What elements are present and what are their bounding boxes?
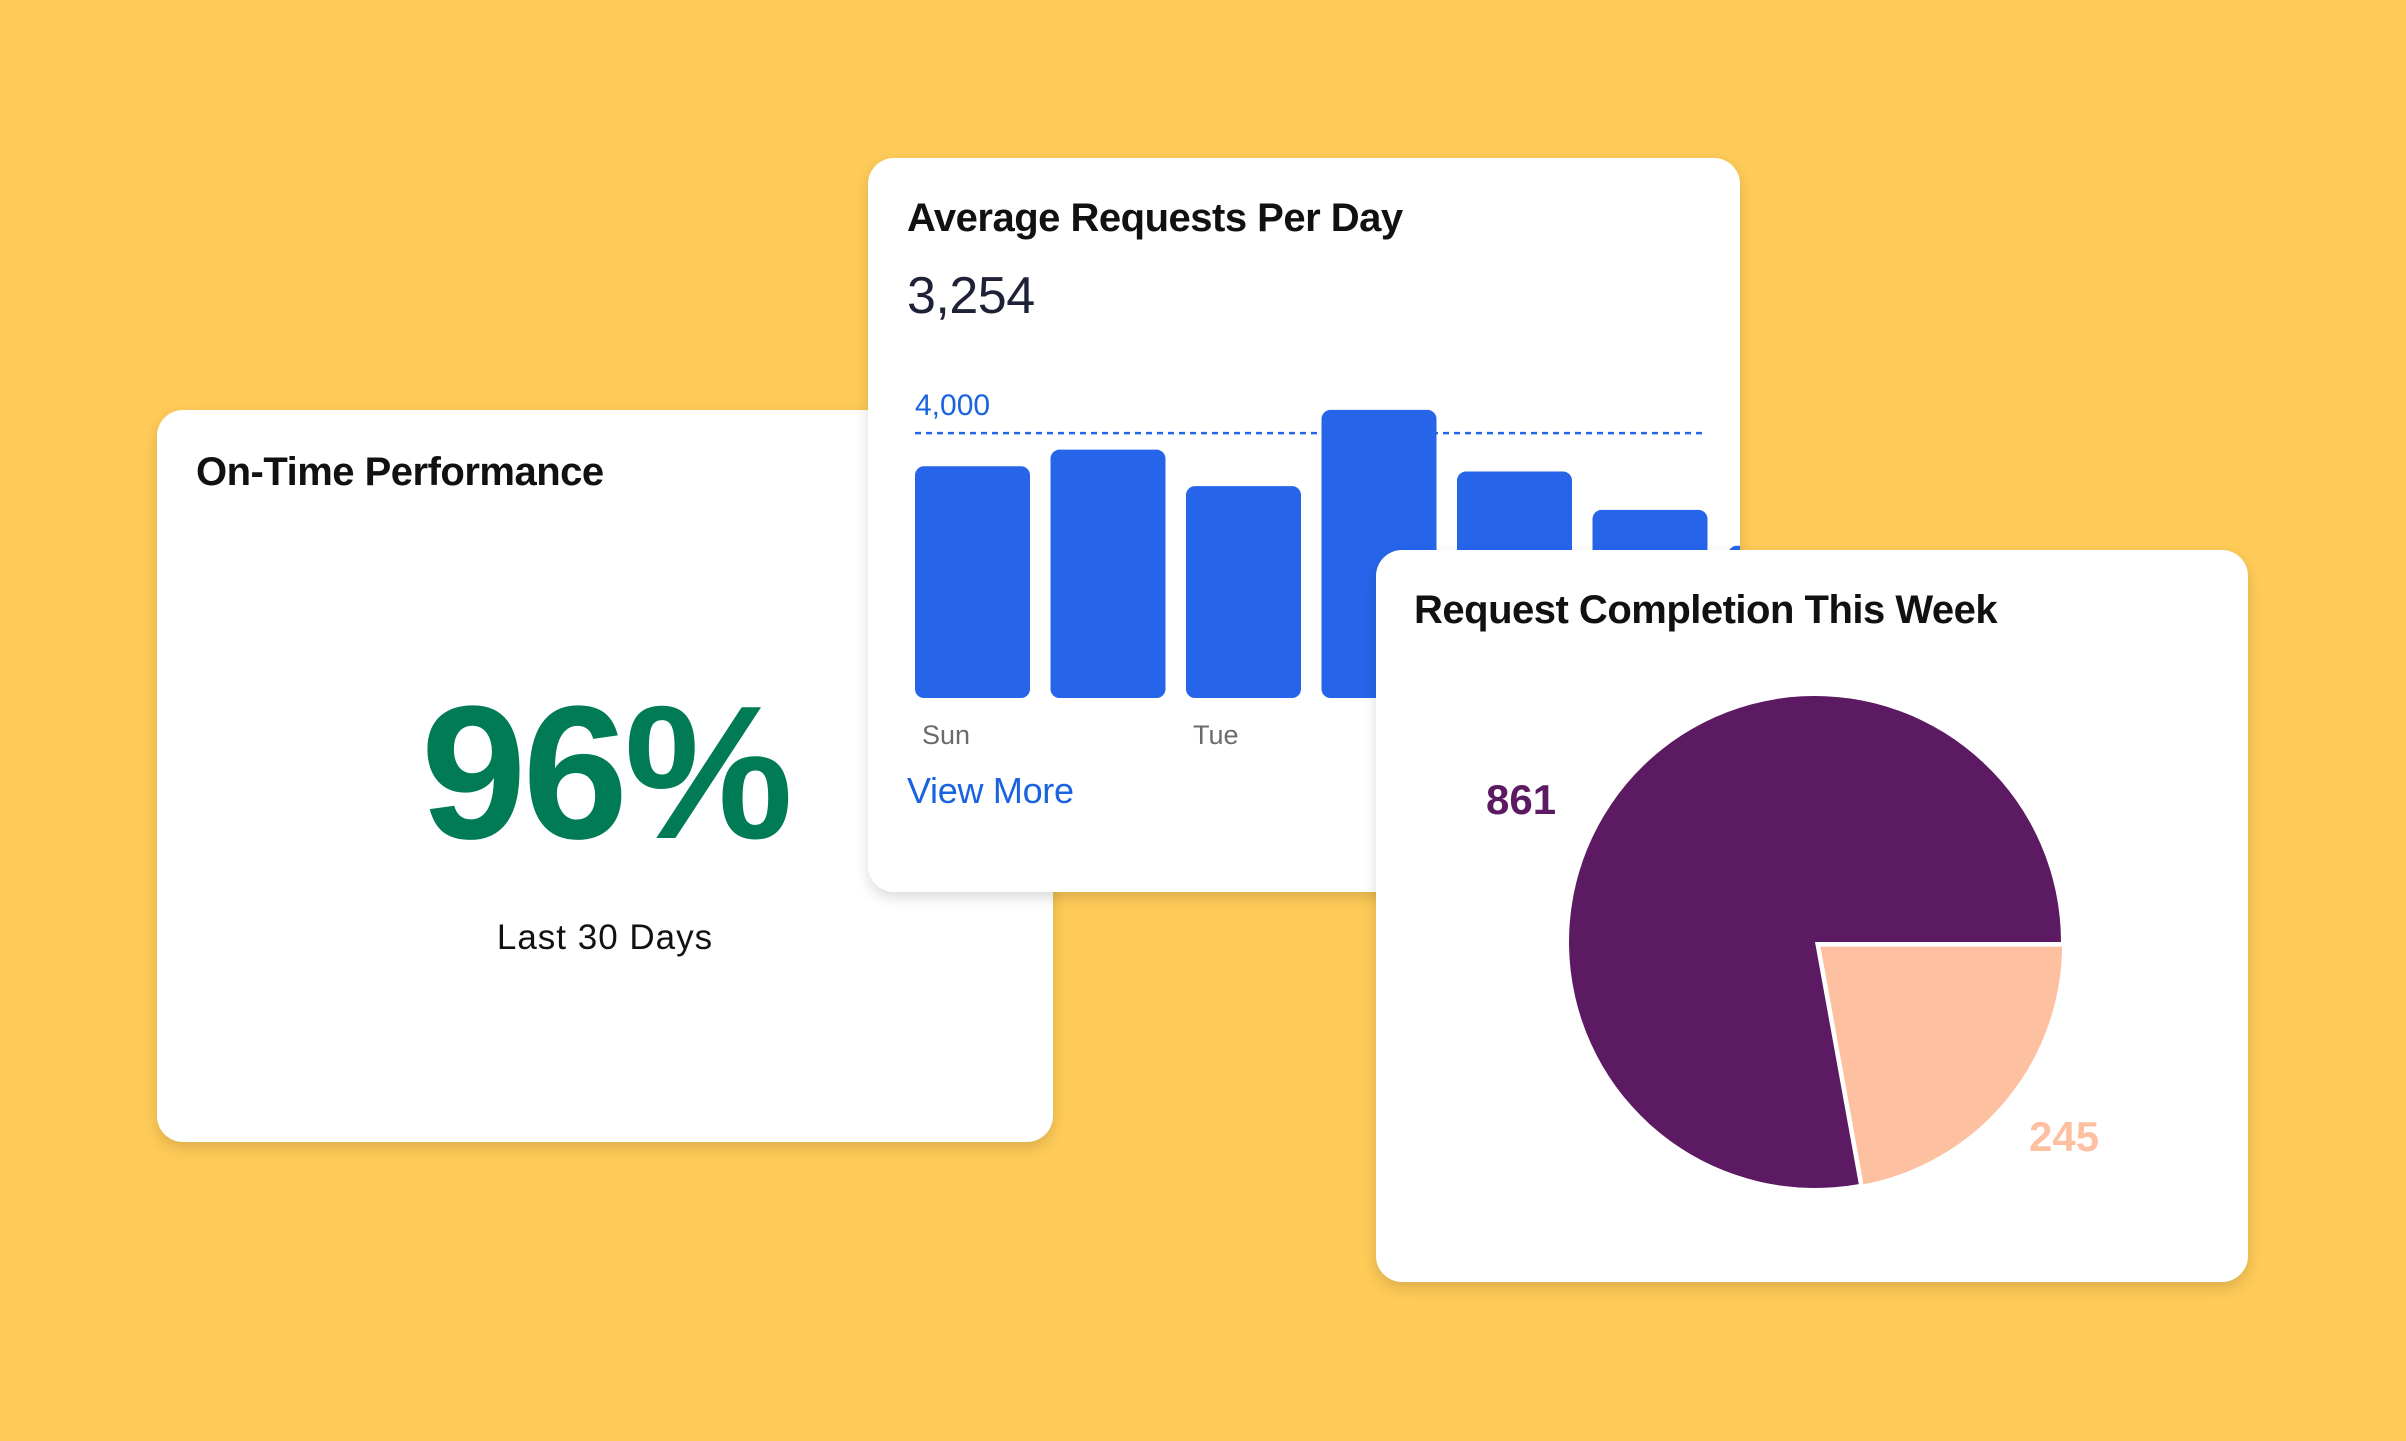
on-time-performance-caption: Last 30 Days <box>496 918 714 957</box>
on-time-performance-title: On-Time Performance <box>196 450 604 494</box>
request-completion-card: Request Completion This Week 861 245 <box>1376 550 2248 1282</box>
request-completion-title: Request Completion This Week <box>1414 588 1998 632</box>
pie-slice-245 <box>1815 942 2067 1189</box>
request-completion-pie-chart: 861 245 <box>1486 695 2099 1189</box>
on-time-performance-value: 96% <box>420 667 793 879</box>
average-requests-value: 3,254 <box>907 267 1035 325</box>
bar-mon <box>1050 449 1166 698</box>
reference-line-label: 4,000 <box>915 389 990 422</box>
bar-sun <box>915 466 1030 698</box>
pie-label-secondary: 245 <box>2029 1113 2099 1160</box>
pie-slice-861 <box>1569 695 2061 1188</box>
view-more-link[interactable]: View More <box>907 770 1074 811</box>
tick-label-tue: Tue <box>1193 720 1239 750</box>
tick-label-sun: Sun <box>922 720 970 750</box>
bar-tue <box>1186 486 1301 698</box>
pie-label-primary: 861 <box>1486 776 1556 823</box>
average-requests-title: Average Requests Per Day <box>907 196 1403 240</box>
